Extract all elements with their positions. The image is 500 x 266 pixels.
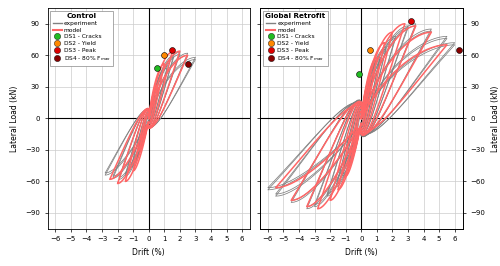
Point xyxy=(184,61,192,66)
Y-axis label: Lateral Load (kN): Lateral Load (kN) xyxy=(10,85,20,152)
Point xyxy=(366,48,374,52)
Y-axis label: Lateral Load (kN): Lateral Load (kN) xyxy=(490,85,500,152)
X-axis label: Drift (%): Drift (%) xyxy=(132,248,165,257)
Point xyxy=(355,72,363,76)
Point xyxy=(160,53,168,57)
Point xyxy=(407,18,415,23)
Point xyxy=(168,48,176,52)
Point xyxy=(152,66,160,70)
Legend: experiment, model, DS1 - Cracks, DS2 - Yield, DS3 - Peak, DS4 - 80% F$_{max}$: experiment, model, DS1 - Cracks, DS2 - Y… xyxy=(263,11,328,65)
X-axis label: Drift (%): Drift (%) xyxy=(345,248,378,257)
Legend: experiment, model, DS1 - Cracks, DS2 - Yield, DS3 - Peak, DS4 - 80% F$_{max}$: experiment, model, DS1 - Cracks, DS2 - Y… xyxy=(50,11,114,65)
Point xyxy=(456,48,464,52)
